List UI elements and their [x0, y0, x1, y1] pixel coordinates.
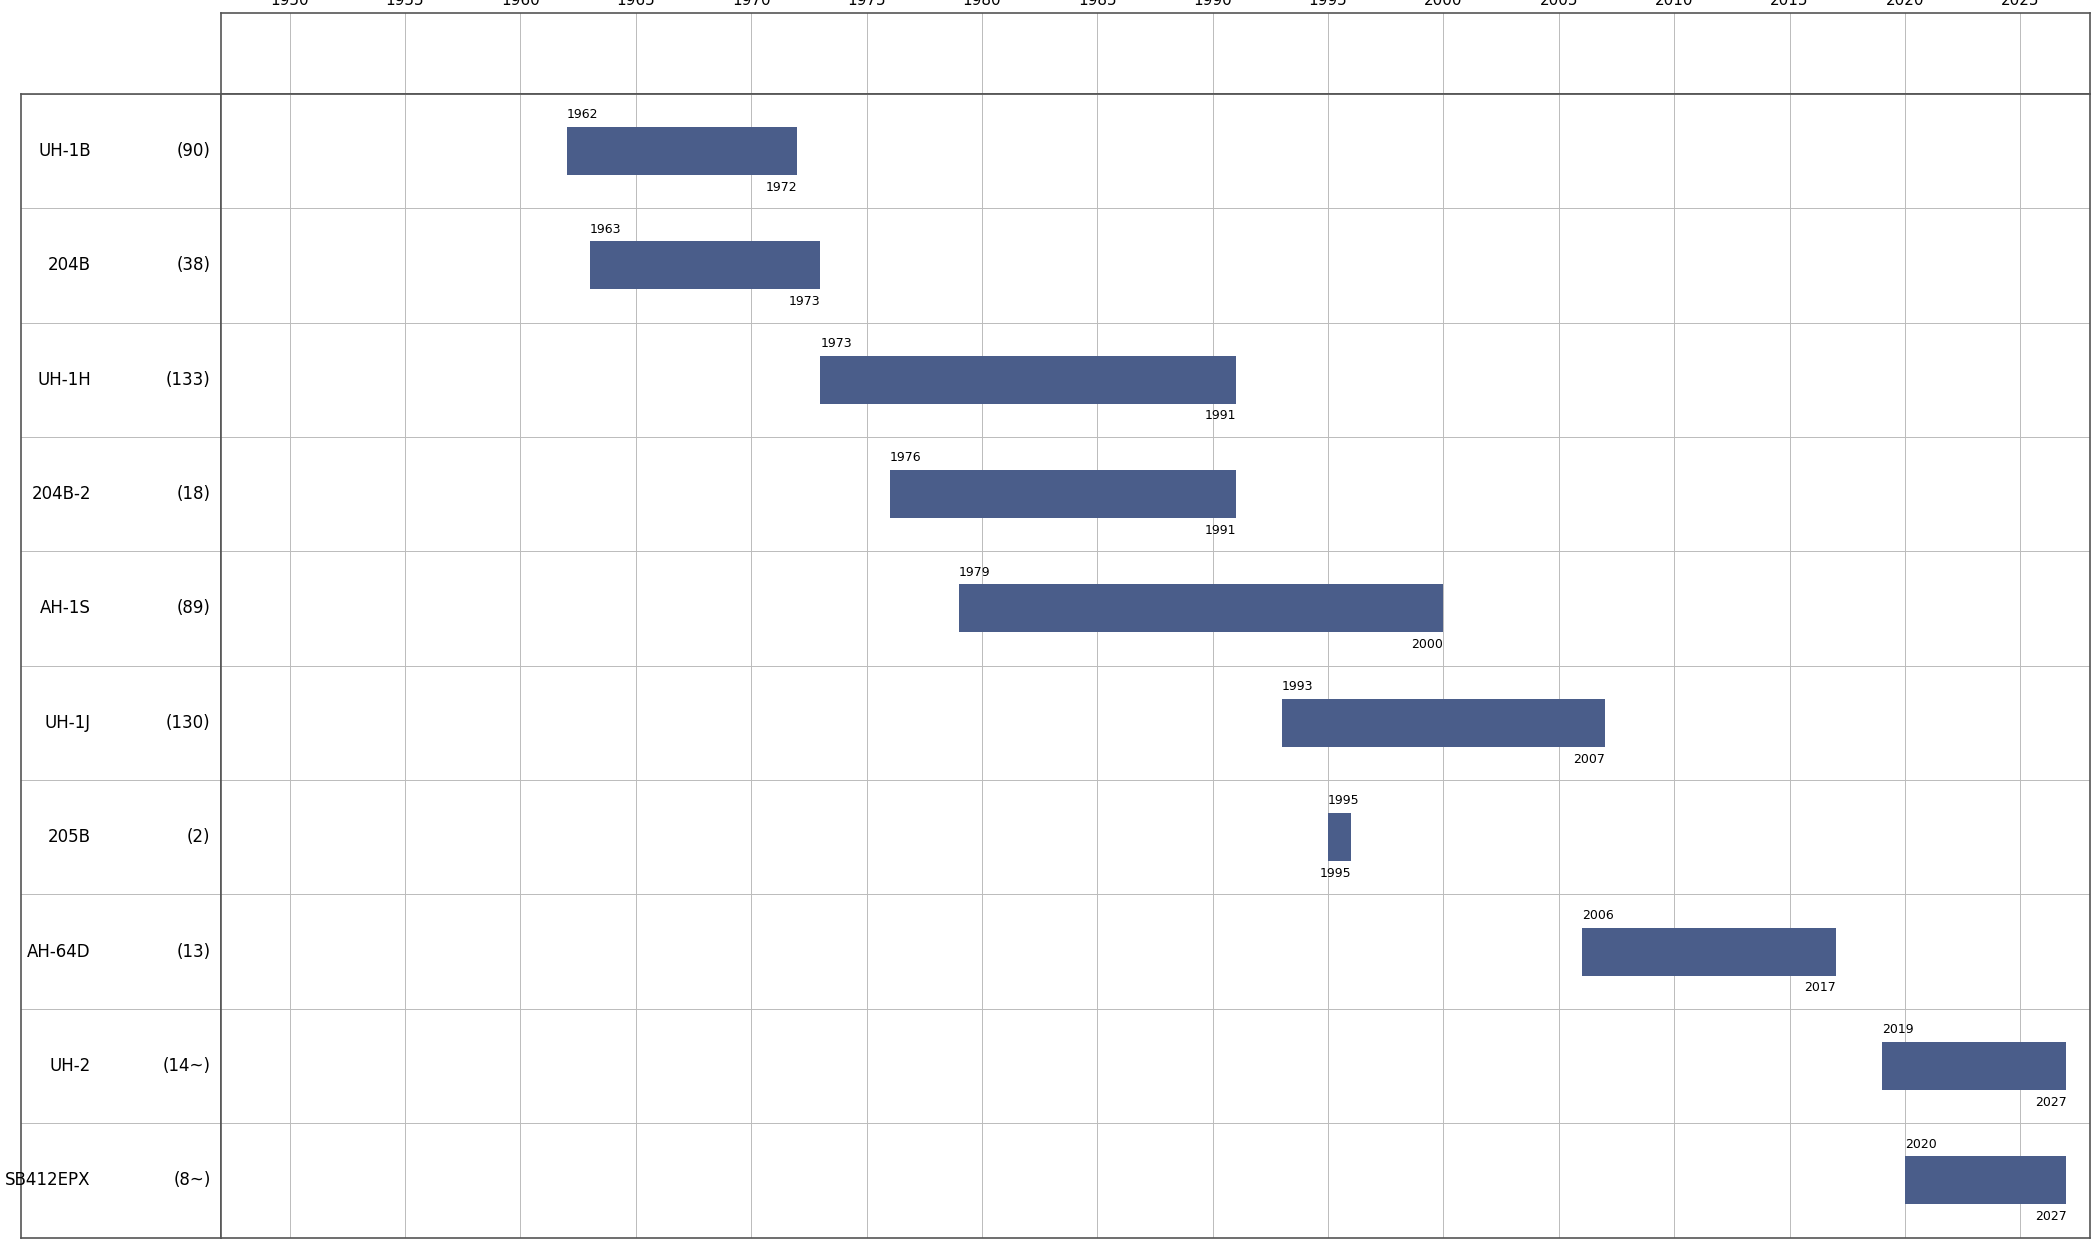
- Text: (38): (38): [176, 256, 210, 274]
- Text: UH-2: UH-2: [50, 1058, 90, 1075]
- Text: UH-1J: UH-1J: [44, 714, 90, 731]
- Text: 1991: 1991: [1203, 524, 1235, 536]
- Text: 1973: 1973: [790, 295, 821, 308]
- Text: 204B: 204B: [48, 256, 90, 274]
- Text: 2017: 2017: [1804, 981, 1835, 994]
- Text: 2027: 2027: [2035, 1096, 2066, 1109]
- Text: 1993: 1993: [1281, 680, 1312, 692]
- Text: SB412EPX: SB412EPX: [6, 1171, 90, 1189]
- Text: 2027: 2027: [2035, 1210, 2066, 1222]
- Text: (133): (133): [166, 371, 210, 389]
- Text: (14~): (14~): [162, 1058, 210, 1075]
- Text: (13): (13): [176, 942, 210, 960]
- Text: (8~): (8~): [172, 1171, 210, 1189]
- Text: 1976: 1976: [890, 451, 922, 464]
- Text: UH-1B: UH-1B: [38, 142, 90, 160]
- Bar: [1581, 928, 1835, 975]
- Text: UH-1H: UH-1H: [38, 371, 90, 389]
- Bar: [1882, 1042, 2066, 1090]
- Text: 1995: 1995: [1327, 795, 1359, 808]
- Text: 1991: 1991: [1203, 410, 1235, 422]
- Text: (2): (2): [187, 829, 210, 846]
- Text: 2020: 2020: [1905, 1138, 1936, 1150]
- Bar: [1327, 814, 1350, 861]
- Text: (18): (18): [176, 485, 210, 502]
- Text: 2007: 2007: [1573, 752, 1604, 765]
- Text: 1995: 1995: [1319, 867, 1350, 880]
- Text: 205B: 205B: [48, 829, 90, 846]
- Bar: [590, 241, 821, 289]
- Text: 204B-2: 204B-2: [32, 485, 90, 502]
- Text: 1962: 1962: [567, 109, 598, 121]
- Text: 1979: 1979: [960, 566, 991, 579]
- Text: (90): (90): [176, 142, 210, 160]
- Text: AH-64D: AH-64D: [27, 942, 90, 960]
- Bar: [960, 585, 1443, 632]
- Text: 1963: 1963: [590, 222, 622, 235]
- Text: 2019: 2019: [1882, 1024, 1913, 1036]
- Text: AH-1S: AH-1S: [40, 600, 90, 618]
- Text: 2006: 2006: [1581, 909, 1613, 921]
- Text: 1972: 1972: [766, 181, 798, 194]
- Text: 1973: 1973: [821, 338, 853, 350]
- Bar: [1905, 1156, 2066, 1204]
- Text: 2000: 2000: [1411, 639, 1443, 651]
- Text: (89): (89): [176, 600, 210, 618]
- Bar: [1281, 699, 1604, 746]
- Text: (130): (130): [166, 714, 210, 731]
- Bar: [890, 470, 1235, 518]
- Bar: [567, 127, 798, 175]
- Bar: [821, 356, 1235, 404]
